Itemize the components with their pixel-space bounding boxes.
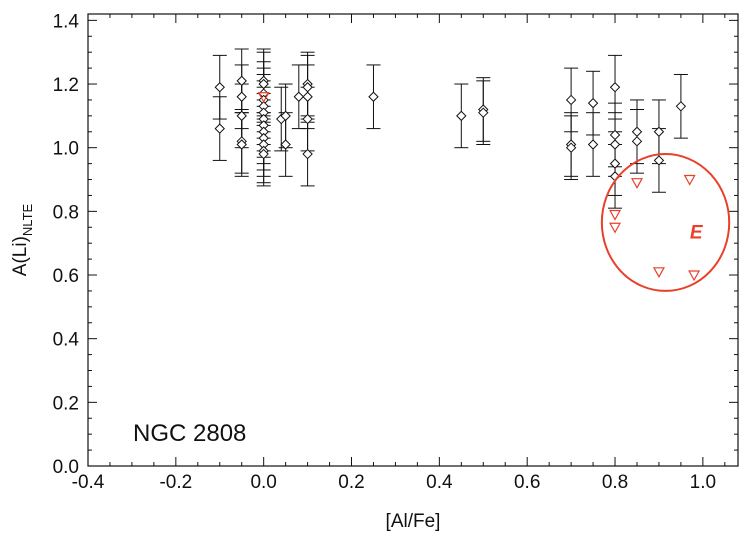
diamond-point [565,142,577,153]
error-bars [212,48,688,209]
diamond-point [565,94,577,106]
diamond-point [653,126,665,137]
diamond-point [302,113,313,125]
y-tick-label: 0.2 [53,393,79,414]
diamond-point [478,107,489,118]
diamond-point [456,110,467,122]
diamond-point [293,91,305,102]
x-tick-label: -0.2 [159,472,192,493]
upper-limit-triangle [683,174,696,186]
x-axis-title: [Al/Fe] [386,511,441,532]
diamond-point [609,158,621,169]
diamond-point [258,148,269,160]
upper-limits [257,92,701,282]
y-tick-label: 1.4 [53,11,80,32]
diamond-point [587,97,599,109]
y-axis-title-subscript: NLTE [20,203,35,236]
diamond-point [631,136,643,147]
x-tick-label: 0.6 [514,472,540,493]
diamond-point [368,91,379,102]
tick-labels: -0.4 -0.2 0.0 0.2 0.4 0.6 0.8 1.0 0.0 0.2 0.4 0.6 0.… [53,11,716,493]
x-tick-label: 0.0 [250,472,276,493]
diamond-point [609,82,621,93]
x-tick-label: 1.0 [690,472,716,493]
y-axis-title-main: A(Li) [10,236,31,276]
x-tick-label: 0.8 [602,472,628,493]
axis-ticks [87,14,738,467]
x-tick-label: 0.2 [338,472,364,493]
diamond-point [236,75,247,87]
diamond-point [631,126,643,137]
diamond-point [214,82,225,93]
x-tick-label: -0.4 [72,472,105,493]
y-tick-label: 1.2 [53,75,79,96]
diamond-point [214,123,225,134]
upper-limit-triangle [688,270,701,282]
group-e-ellipse [600,153,731,292]
y-axis-title: A(Li)NLTE [10,203,35,276]
diamond-point [609,139,621,150]
diamond-point [236,139,247,150]
x-tick-label: 0.4 [426,472,453,493]
data-points [214,75,687,182]
upper-limit-triangle [630,178,644,189]
diamond-point [236,110,247,122]
diamond-point [587,139,599,150]
y-tick-label: 1.0 [53,139,79,160]
y-tick-label: 0.6 [53,266,79,287]
group-e-label: E [690,222,704,243]
diamond-point [302,91,313,102]
diamond-point [675,101,687,112]
diamond-point [280,139,291,150]
svg-text:A(Li)NLTE: A(Li)NLTE [10,203,35,276]
upper-limit-triangle [257,92,270,103]
upper-limit-triangle [609,222,622,234]
cluster-annotation: NGC 2808 [133,420,246,447]
diamond-point [302,148,313,160]
y-tick-label: 0.0 [53,457,79,478]
upper-limit-triangle [652,267,665,279]
y-tick-label: 0.4 [53,330,80,351]
diamond-point [653,155,665,166]
diamond-point [236,91,247,102]
plot-frame [87,13,739,467]
diamond-point [280,110,291,122]
y-tick-label: 0.8 [53,202,79,223]
upper-limit-triangle [609,209,622,221]
